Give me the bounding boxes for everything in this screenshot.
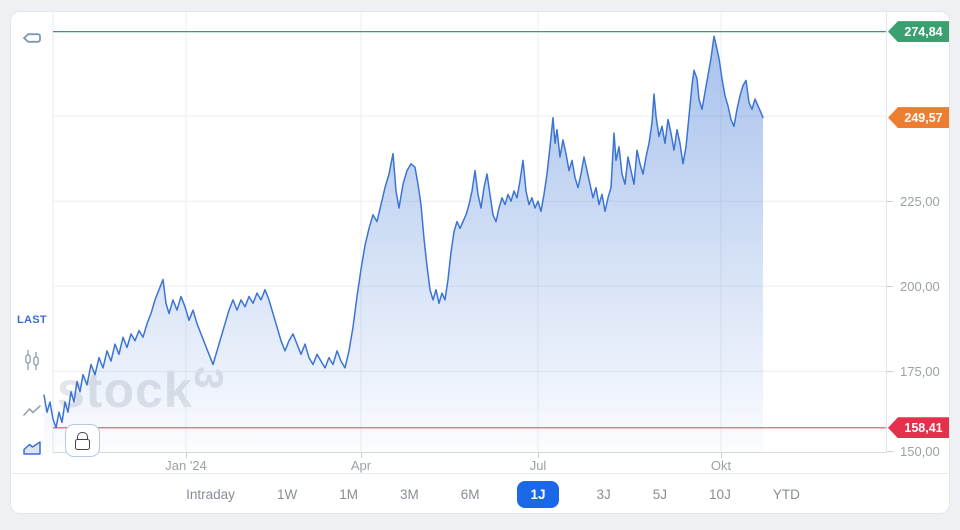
price-badge-last: 249,57 [888, 107, 949, 129]
y-axis-label: 200,00 [900, 278, 940, 294]
period-button-10j[interactable]: 10J [705, 481, 735, 508]
period-button-1w[interactable]: 1W [273, 481, 301, 508]
x-axis-tick [186, 453, 187, 458]
price-tag-glyph [23, 33, 41, 43]
area-chart-glyph [23, 440, 41, 455]
lock-icon [75, 431, 90, 450]
candlestick-glyph [25, 350, 39, 370]
period-toolbar: Intraday 1W 1M 3M 6M 1J 3J 5J 10J YTD [11, 474, 949, 513]
chart-plot-area[interactable]: stock3 [43, 12, 886, 453]
price-badge-high[interactable]: 274,84 [888, 21, 949, 43]
x-axis-label: Jul [529, 458, 547, 473]
y-axis-label: 175,00 [900, 363, 940, 379]
price-area-chart [43, 12, 886, 453]
period-button-intraday[interactable]: Intraday [182, 481, 239, 508]
lock-button[interactable] [65, 424, 100, 457]
x-axis-tick [721, 453, 722, 458]
period-button-6m[interactable]: 6M [457, 481, 484, 508]
toolbar-divider [11, 473, 949, 474]
chart-card: LAST stock3 [10, 11, 950, 514]
period-button-3j[interactable]: 3J [593, 481, 615, 508]
price-badge-low[interactable]: 158,41 [888, 417, 949, 439]
candlestick-chart-icon[interactable] [20, 349, 44, 371]
price-tag-icon[interactable] [20, 27, 44, 49]
y-axis-tick [887, 450, 893, 452]
period-button-ytd[interactable]: YTD [769, 481, 804, 508]
y-axis-tick [887, 285, 893, 287]
x-axis-label: Okt [710, 458, 732, 473]
x-axis-label: Jan '24 [165, 458, 207, 473]
line-chart-glyph [23, 405, 41, 416]
x-axis: Jan '24 Apr Jul Okt [43, 453, 886, 474]
last-price-mode-label: LAST [17, 314, 47, 326]
x-axis-label: Apr [350, 458, 372, 473]
period-button-3m[interactable]: 3M [396, 481, 423, 508]
y-axis-label: 225,00 [900, 193, 940, 209]
line-chart-icon[interactable] [20, 400, 44, 422]
period-button-5j[interactable]: 5J [649, 481, 671, 508]
period-button-1m[interactable]: 1M [335, 481, 362, 508]
x-axis-tick [361, 453, 362, 458]
x-axis-tick [538, 453, 539, 458]
y-axis-tick [887, 370, 893, 372]
y-axis-label: 150,00 [900, 443, 940, 459]
y-axis-tick [887, 200, 893, 202]
chart-side-toolbar: LAST [11, 12, 53, 462]
y-axis: 225,00 200,00 175,00 150,00 [886, 12, 949, 459]
period-button-1j[interactable]: 1J [517, 481, 559, 508]
area-chart-icon[interactable] [20, 436, 44, 458]
